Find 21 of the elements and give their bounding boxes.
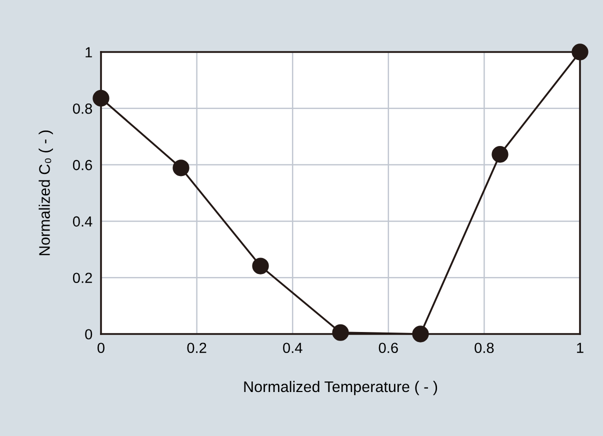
y-tick-label: 0.4 [72, 216, 92, 227]
y-tick-label: 0.8 [72, 104, 92, 114]
y-tick-label: 0 [85, 329, 92, 340]
y-tick-label: 0.6 [72, 160, 92, 170]
x-tick-label: 0.6 [378, 342, 398, 354]
point [572, 44, 588, 60]
y-axis-title: Normalized C₀ ( - ) [38, 130, 53, 256]
y-tick-label: 0.2 [72, 272, 92, 284]
point [332, 324, 349, 341]
x-tick-label: 0.8 [474, 342, 494, 354]
point [252, 258, 269, 274]
point [412, 326, 429, 342]
y-tick-label: 1 [86, 47, 92, 58]
x-tick-label: 0.2 [187, 342, 206, 354]
x-tick-label: 1 [577, 342, 584, 353]
x-tick-label: 0 [98, 342, 104, 354]
point [172, 160, 190, 176]
x-axis-title: Normalized Temperature ( - ) [244, 380, 438, 396]
x-tick-label: 0.4 [283, 342, 302, 354]
point [92, 90, 110, 107]
point [492, 146, 508, 163]
